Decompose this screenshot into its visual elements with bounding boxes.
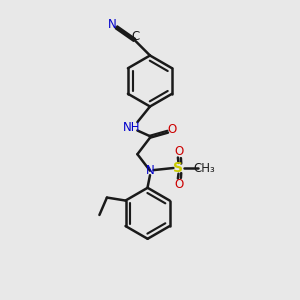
- Text: CH₃: CH₃: [194, 162, 215, 175]
- Text: O: O: [175, 178, 184, 191]
- Text: N: N: [108, 18, 117, 32]
- Text: S: S: [173, 161, 184, 175]
- Text: C: C: [131, 29, 140, 43]
- Text: NH: NH: [123, 121, 141, 134]
- Text: O: O: [175, 145, 184, 158]
- Text: N: N: [146, 164, 155, 178]
- Text: O: O: [168, 123, 177, 136]
